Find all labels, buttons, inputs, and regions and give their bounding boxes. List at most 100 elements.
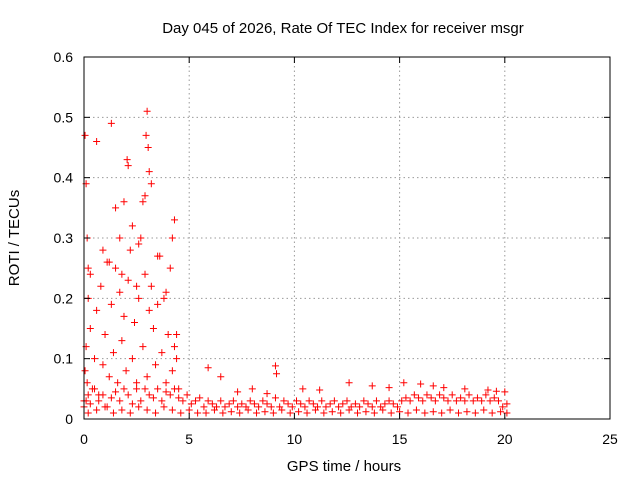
data-point (438, 409, 446, 417)
data-point (144, 144, 152, 151)
x-tick-label: 5 (185, 431, 193, 447)
x-tick-label: 0 (80, 431, 88, 447)
grid-lines (84, 57, 610, 419)
data-point (299, 385, 307, 393)
data-point (309, 400, 317, 408)
data-point (105, 373, 113, 381)
data-point (120, 198, 128, 206)
data-point (263, 390, 271, 398)
data-point (455, 409, 463, 417)
data-point (461, 385, 469, 393)
y-tick-labels: 0 0.1 0.2 0.3 0.4 0.5 0.6 (54, 49, 74, 427)
data-point (419, 397, 427, 405)
data-point (120, 385, 128, 393)
data-point (328, 408, 336, 416)
data-point (141, 192, 149, 200)
data-point (320, 409, 328, 417)
data-point (99, 246, 107, 254)
data-point (149, 325, 157, 332)
data-point (335, 403, 343, 411)
data-point (170, 385, 178, 393)
data-point (473, 394, 481, 402)
data-point (227, 408, 235, 416)
data-point (337, 409, 345, 417)
data-point (360, 397, 368, 405)
plot-frame (83, 56, 611, 420)
data-point (135, 403, 143, 411)
data-point (175, 394, 183, 402)
data-point (109, 349, 117, 357)
data-point (158, 397, 166, 405)
data-point (259, 397, 267, 405)
data-point (86, 325, 94, 332)
data-point (162, 379, 170, 387)
x-tick-label: 10 (287, 431, 303, 447)
data-point (112, 264, 120, 272)
data-point (452, 397, 460, 405)
data-point (170, 343, 178, 351)
data-point (234, 388, 242, 396)
data-point (114, 379, 122, 387)
data-point (293, 397, 301, 405)
data-point (427, 394, 435, 402)
data-point (269, 409, 277, 417)
data-point (217, 373, 225, 381)
data-point (143, 406, 151, 414)
data-point (480, 406, 488, 414)
data-point (219, 409, 227, 417)
data-point (93, 306, 101, 314)
data-point (400, 379, 408, 387)
data-point (86, 270, 94, 278)
chart-title: Day 045 of 2026, Rate Of TEC Index for r… (162, 20, 524, 37)
data-point (410, 391, 418, 399)
data-point (97, 282, 105, 290)
data-point (154, 300, 162, 308)
data-point (406, 397, 414, 405)
data-point (162, 288, 170, 296)
data-point (166, 391, 174, 399)
y-tick-label: 0.2 (54, 290, 74, 306)
data-point (152, 409, 160, 417)
data-point (488, 409, 496, 417)
tick-marks (83, 56, 611, 420)
data-point (273, 370, 281, 378)
data-point (192, 397, 200, 405)
data-point (345, 379, 353, 387)
data-point (86, 400, 94, 408)
x-tick-label: 20 (497, 431, 513, 447)
data-point (368, 403, 376, 411)
data-point (429, 382, 437, 390)
data-point (126, 409, 134, 417)
data-point (326, 400, 334, 408)
data-point (84, 409, 92, 417)
data-point (497, 408, 505, 416)
data-point (297, 400, 305, 408)
data-point (478, 397, 486, 405)
data-point (431, 397, 439, 405)
data-point (303, 409, 311, 417)
data-point (107, 119, 115, 127)
data-point (145, 168, 153, 176)
data-point (208, 400, 216, 408)
y-tick-label: 0.5 (54, 109, 74, 125)
data-point (145, 391, 153, 399)
data-point (118, 270, 126, 278)
data-point (143, 373, 151, 381)
data-point (501, 388, 509, 396)
data-point (154, 252, 162, 260)
data-point (280, 397, 288, 405)
data-point (295, 408, 303, 416)
data-point (246, 397, 254, 405)
y-tick-label: 0.4 (54, 170, 74, 186)
data-point (278, 406, 286, 414)
data-point (463, 408, 471, 416)
data-point (168, 406, 176, 414)
y-tick-label: 0.6 (54, 49, 74, 65)
data-point (234, 403, 242, 411)
data-point (448, 391, 456, 399)
data-point (469, 397, 477, 405)
data-point (185, 406, 193, 414)
data-point (149, 394, 157, 402)
data-point (482, 391, 490, 399)
data-point (99, 391, 107, 399)
